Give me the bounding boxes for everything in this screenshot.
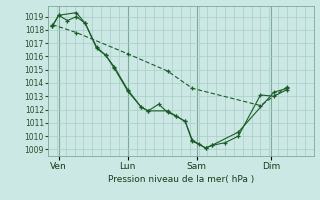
X-axis label: Pression niveau de la mer( hPa ): Pression niveau de la mer( hPa ) — [108, 175, 254, 184]
